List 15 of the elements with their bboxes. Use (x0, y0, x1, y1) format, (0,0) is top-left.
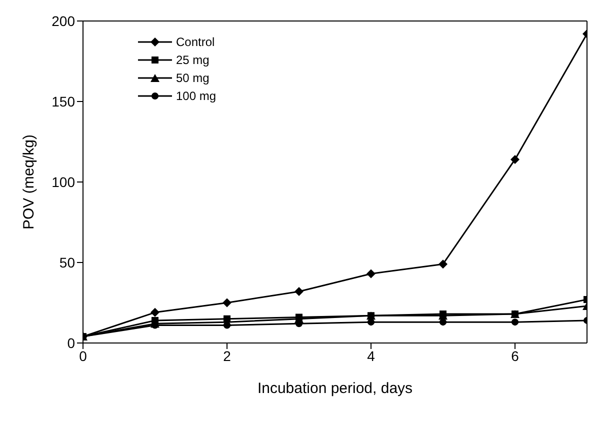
x-tick-label: 4 (367, 348, 376, 364)
y-tick-label: 0 (67, 334, 76, 351)
x-tick-label: 0 (79, 348, 88, 364)
x-tick-label: 6 (511, 348, 520, 364)
legend-label: 100 mg (176, 89, 216, 103)
y-axis-title: POV (meq/kg) (20, 134, 38, 230)
y-tick-label: 50 (59, 254, 76, 270)
y-tick-label: 100 (52, 174, 76, 190)
legend-label: Control (176, 35, 215, 49)
y-tick-label: 200 (52, 12, 76, 29)
x-tick-label: 2 (223, 348, 232, 364)
legend-label: 50 mg (176, 71, 210, 85)
y-tick-label: 150 (52, 93, 76, 110)
legend-label: 25 mg (176, 53, 210, 67)
x-axis-title: Incubation period, days (257, 380, 413, 397)
